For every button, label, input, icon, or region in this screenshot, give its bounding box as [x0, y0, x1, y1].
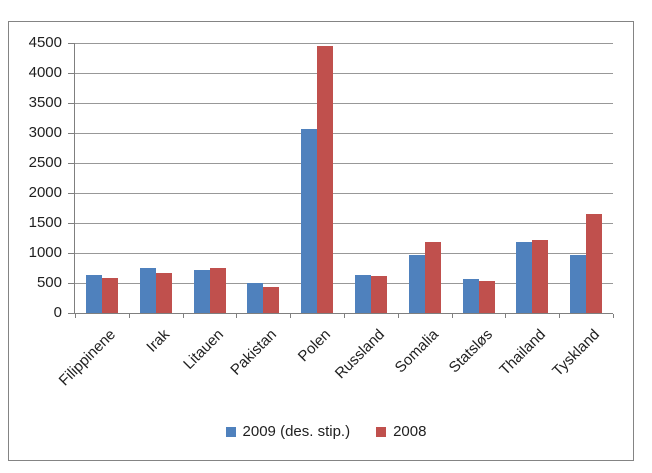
bar-2008-Thailand[interactable] — [532, 240, 549, 313]
gridline-4000 — [75, 73, 613, 74]
y-tick-label: 1000 — [28, 244, 62, 261]
x-tick — [128, 314, 130, 318]
y-tick — [68, 73, 75, 74]
y-tick — [68, 313, 75, 314]
y-tick-label: 4000 — [28, 64, 62, 81]
bar-2009-Russland[interactable] — [354, 275, 371, 313]
x-tick — [613, 314, 614, 318]
x-tick — [451, 314, 453, 318]
y-tick — [68, 133, 75, 134]
y-tick-label: 3500 — [28, 94, 62, 111]
x-tick — [75, 314, 76, 318]
x-tick — [344, 314, 345, 318]
bar-2009-Somalia[interactable] — [408, 255, 425, 313]
gridline-3500 — [75, 103, 613, 104]
legend-swatch-2009 — [225, 426, 236, 437]
x-tick — [559, 314, 561, 318]
x-tick — [236, 314, 238, 318]
y-tick-label: 500 — [36, 274, 62, 291]
y-tick — [68, 193, 75, 194]
y-tick-label: 1500 — [28, 214, 62, 231]
gridline-4500 — [75, 43, 613, 44]
legend-item-2009[interactable]: 2009 (des. stip.) — [225, 423, 351, 440]
y-axis-line — [74, 43, 75, 314]
bar-2009-Statsløs[interactable] — [462, 279, 479, 313]
y-tick — [68, 253, 75, 254]
x-tick — [290, 314, 292, 318]
bar-2008-Litauen[interactable] — [209, 268, 226, 313]
x-tick — [182, 314, 184, 318]
y-tick-label: 4500 — [28, 34, 62, 51]
gridline-1000 — [75, 253, 613, 254]
legend-label: 2009 (des. stip.) — [242, 423, 351, 440]
bar-2008-Tyskland[interactable] — [586, 214, 603, 313]
bar-2009-Tyskland[interactable] — [570, 255, 587, 313]
plot-area — [68, 43, 614, 318]
legend[interactable]: 2009 (des. stip.) 2008 — [0, 423, 652, 440]
x-tick — [505, 314, 507, 318]
gridline-2000 — [75, 193, 613, 194]
bar-2008-Pakistan[interactable] — [263, 287, 280, 313]
bar-2009-Irak[interactable] — [139, 268, 156, 313]
bar-2008-Statsløs[interactable] — [478, 281, 495, 313]
bar-2008-Filippinene[interactable] — [101, 278, 118, 313]
legend-item-2008[interactable]: 2008 — [376, 423, 426, 440]
gridline-1500 — [75, 223, 613, 224]
bar-2009-Filippinene[interactable] — [85, 275, 102, 313]
bar-2008-Polen[interactable] — [317, 46, 334, 313]
legend-label: 2008 — [393, 423, 427, 440]
bar-2008-Somalia[interactable] — [424, 242, 441, 313]
bar-2009-Litauen[interactable] — [193, 270, 210, 313]
gridline-500 — [75, 283, 613, 284]
x-tick — [397, 314, 399, 318]
y-tick-label: 0 — [53, 304, 62, 321]
y-tick-label: 3000 — [28, 124, 62, 141]
bar-2009-Thailand[interactable] — [516, 242, 533, 313]
bar-2009-Pakistan[interactable] — [247, 283, 264, 313]
y-tick — [68, 43, 75, 44]
y-tick — [68, 283, 75, 284]
legend-swatch-2008 — [376, 426, 387, 437]
gridline-3000 — [75, 133, 613, 134]
y-tick — [68, 163, 75, 164]
y-tick — [68, 223, 75, 224]
bar-2008-Russland[interactable] — [370, 276, 387, 313]
x-axis-line — [74, 313, 613, 314]
gridline-2500 — [75, 163, 613, 164]
y-tick-label: 2500 — [28, 154, 62, 171]
y-tick — [68, 103, 75, 104]
bar-2008-Irak[interactable] — [155, 273, 172, 313]
y-tick-label: 2000 — [28, 184, 62, 201]
bar-2009-Polen[interactable] — [301, 129, 318, 313]
